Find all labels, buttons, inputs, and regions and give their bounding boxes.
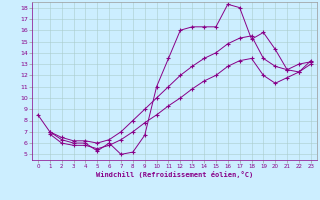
X-axis label: Windchill (Refroidissement éolien,°C): Windchill (Refroidissement éolien,°C): [96, 171, 253, 178]
